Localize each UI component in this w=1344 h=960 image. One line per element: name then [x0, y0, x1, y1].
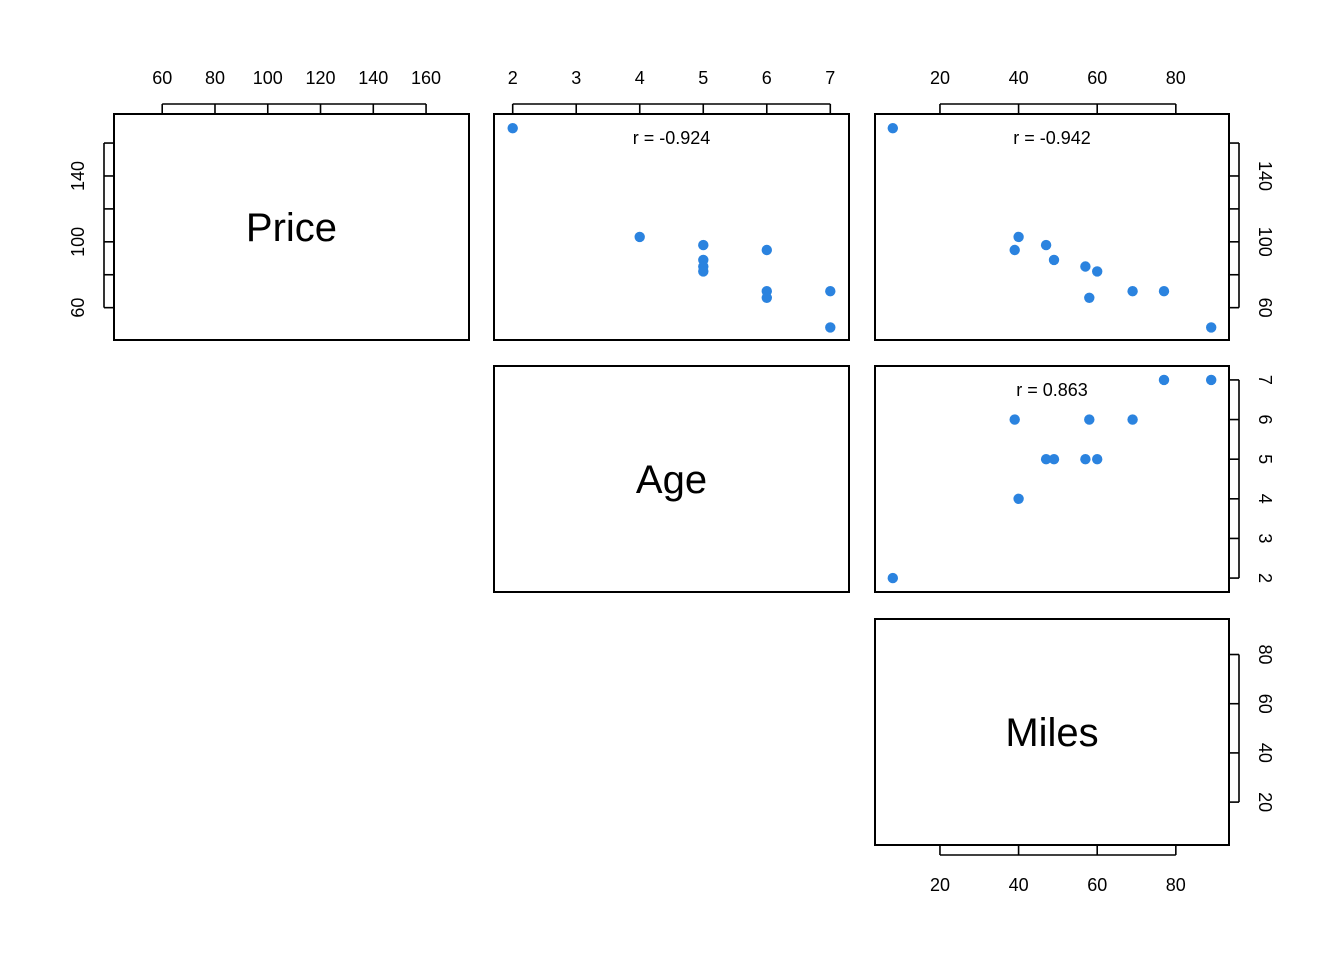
left-tick-label-price-140: 140: [68, 161, 88, 191]
top-tick-label-price-140: 140: [358, 68, 388, 88]
point-price-age-1: [634, 231, 645, 243]
point-price-miles-6: [1009, 244, 1020, 256]
point-price-miles-0: [887, 123, 898, 134]
right-tick-label-price-140: 140: [1255, 161, 1275, 191]
bottom-tick-label-miles-20: 20: [930, 875, 950, 895]
top-tick-label-age-7: 7: [825, 68, 835, 88]
panel-age-age: [493, 365, 850, 593]
point-price-miles-2: [1040, 239, 1052, 251]
top-tick-label-price-60: 60: [152, 68, 172, 88]
point-price-age-5: [698, 266, 709, 277]
point-price-age-6: [761, 244, 772, 256]
right-tick-label-age-4: 4: [1255, 494, 1275, 504]
top-tick-label-miles-40: 40: [1009, 68, 1029, 88]
point-price-miles-4: [1080, 261, 1091, 272]
right-tick-label-miles-80: 80: [1255, 645, 1275, 665]
right-tick-label-age-6: 6: [1255, 415, 1275, 425]
top-tick-label-price-80: 80: [205, 68, 225, 88]
panel-age-miles: [874, 365, 1230, 593]
point-age-miles-5: [1092, 454, 1103, 465]
right-tick-label-miles-40: 40: [1255, 743, 1275, 763]
top-tick-label-price-160: 160: [411, 68, 441, 88]
bottom-tick-label-miles-80: 80: [1166, 875, 1186, 895]
diagonal-label-age: Age: [636, 458, 707, 502]
right-tick-label-age-5: 5: [1255, 454, 1275, 464]
panel-miles-miles: [874, 618, 1230, 846]
point-age-miles-0: [887, 572, 898, 584]
top-tick-label-miles-20: 20: [930, 68, 950, 88]
top-tick-label-miles-60: 60: [1087, 68, 1107, 88]
point-price-age-9: [825, 286, 836, 297]
point-price-age-10: [825, 322, 836, 333]
bottom-tick-label-miles-60: 60: [1087, 875, 1107, 895]
point-price-age-8: [761, 292, 772, 303]
point-price-miles-8: [1084, 292, 1095, 303]
point-age-miles-6: [1009, 414, 1020, 425]
point-price-age-0: [507, 123, 518, 134]
point-price-miles-10: [1206, 322, 1217, 333]
right-tick-label-age-3: 3: [1255, 533, 1275, 543]
top-tick-label-age-5: 5: [698, 68, 708, 88]
top-tick-label-age-4: 4: [635, 68, 645, 88]
right-tick-label-miles-60: 60: [1255, 694, 1275, 714]
bottom-tick-label-miles-40: 40: [1009, 875, 1029, 895]
top-tick-label-price-120: 120: [305, 68, 335, 88]
point-age-miles-8: [1084, 414, 1095, 425]
top-tick-label-price-100: 100: [253, 68, 283, 88]
panel-price-age: [493, 113, 850, 341]
point-age-miles-7: [1127, 414, 1138, 425]
panel-price-price: [113, 113, 470, 341]
right-tick-label-miles-20: 20: [1255, 792, 1275, 812]
correlation-label-age-miles: r = 0.863: [1016, 380, 1088, 400]
point-price-miles-5: [1092, 266, 1103, 277]
left-tick-label-price-60: 60: [68, 298, 88, 318]
point-price-miles-3: [1048, 254, 1060, 266]
top-tick-label-age-2: 2: [508, 68, 518, 88]
top-tick-label-age-6: 6: [762, 68, 772, 88]
panel-price-miles: [874, 113, 1230, 341]
top-tick-label-age-3: 3: [571, 68, 581, 88]
right-tick-label-age-2: 2: [1255, 573, 1275, 583]
point-price-miles-9: [1158, 286, 1170, 297]
point-price-age-2: [698, 239, 709, 251]
point-age-miles-9: [1158, 374, 1170, 386]
point-price-miles-7: [1127, 286, 1138, 297]
right-tick-label-age-7: 7: [1255, 375, 1275, 385]
point-age-miles-1: [1013, 493, 1024, 504]
right-tick-label-price-100: 100: [1255, 227, 1275, 257]
correlation-label-price-age: r = -0.924: [633, 128, 711, 148]
point-age-miles-3: [1048, 454, 1060, 465]
diagonal-label-miles: Miles: [1005, 711, 1098, 755]
point-age-miles-2: [1040, 454, 1052, 465]
diagonal-label-price: Price: [246, 206, 337, 250]
top-tick-label-miles-80: 80: [1166, 68, 1186, 88]
point-age-miles-4: [1080, 454, 1091, 465]
correlation-label-price-miles: r = -0.942: [1013, 128, 1091, 148]
left-tick-label-price-100: 100: [68, 227, 88, 257]
point-age-miles-10: [1206, 374, 1217, 386]
right-tick-label-price-60: 60: [1255, 298, 1275, 318]
point-price-miles-1: [1013, 231, 1024, 243]
